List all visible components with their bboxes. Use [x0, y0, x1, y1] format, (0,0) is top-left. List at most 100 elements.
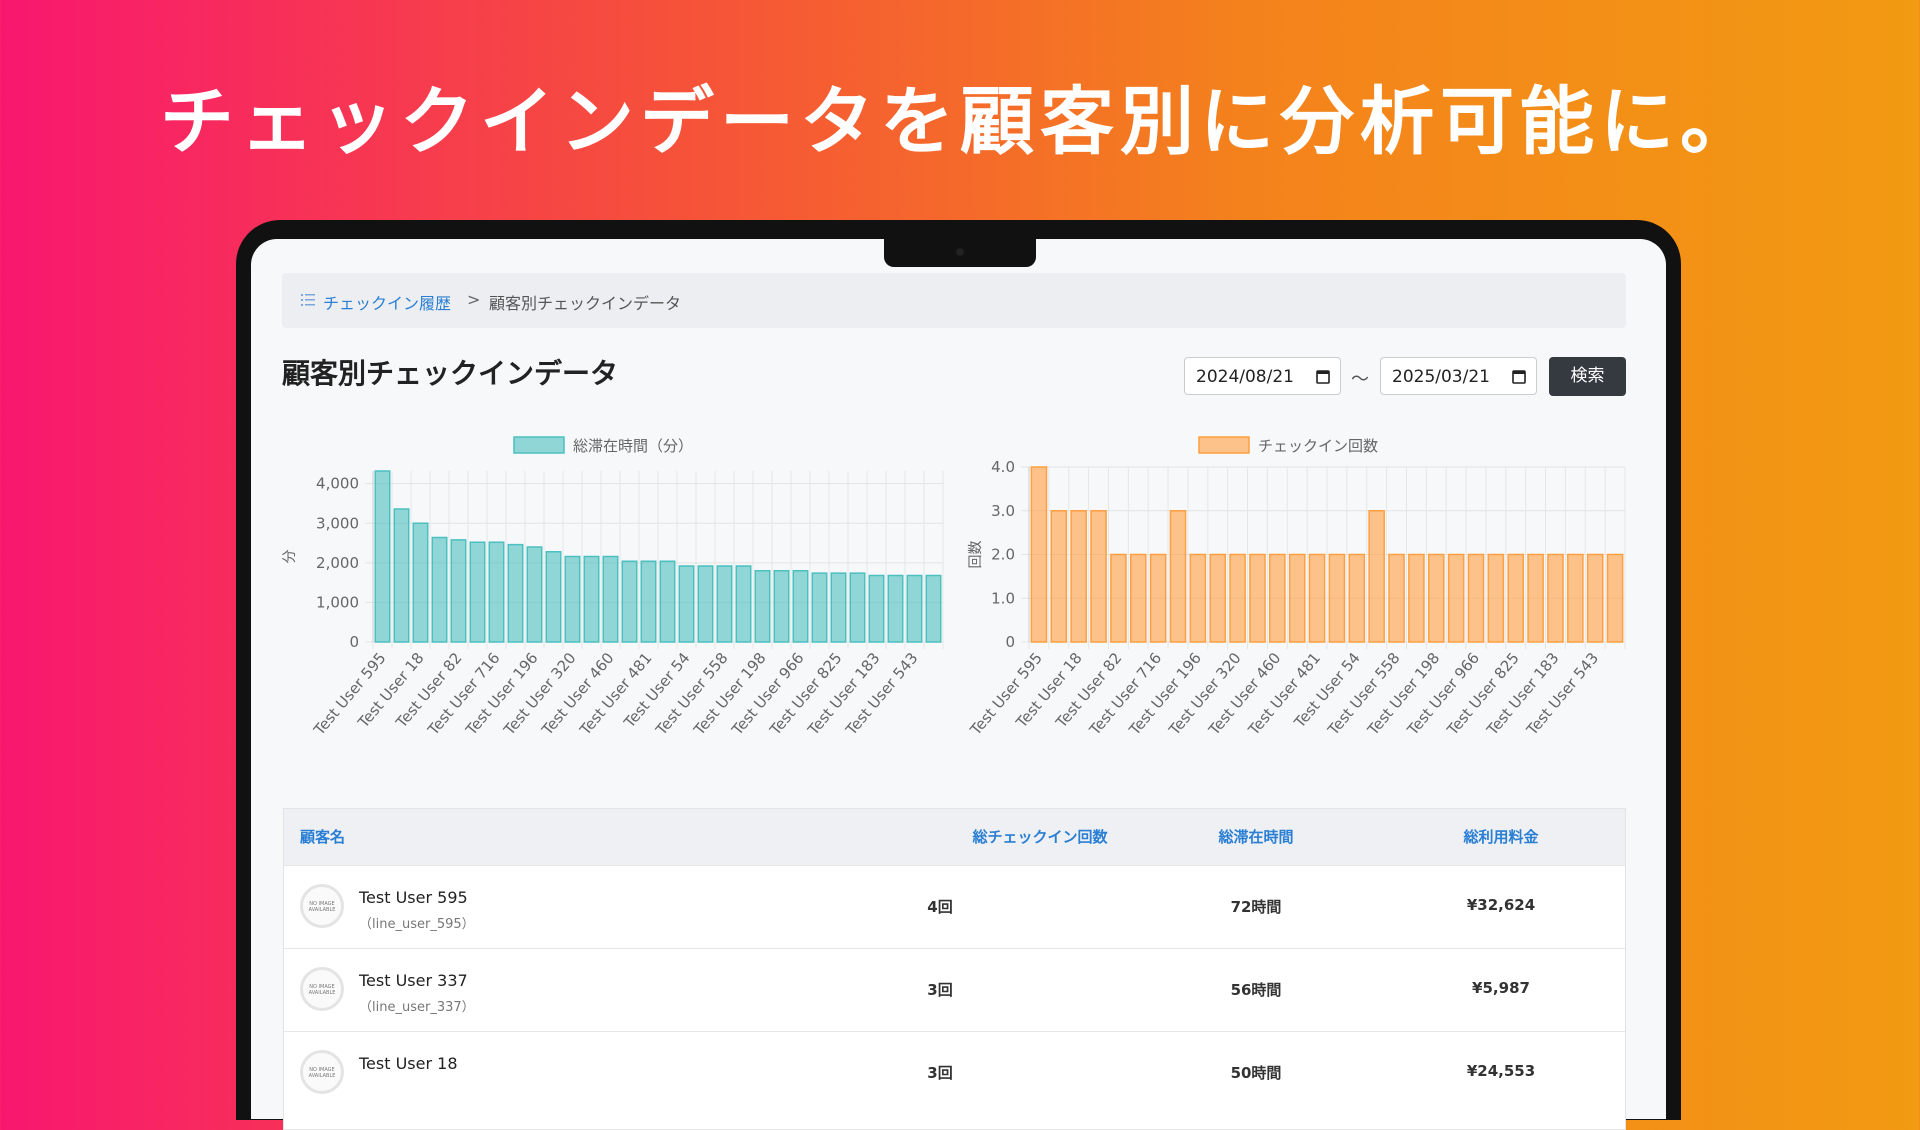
bar	[1328, 553, 1346, 643]
charts: 0 1,000 2,000 3,000 4,000 分 総滞在時間（分） Test User …	[282, 436, 1626, 739]
bar	[868, 574, 885, 643]
bar	[602, 555, 619, 643]
bar	[1408, 553, 1425, 643]
y-tick-label: 4.0	[991, 458, 1015, 476]
customer-name: Test User 18	[359, 1054, 458, 1073]
date-input[interactable]: 2024/08/21	[1184, 357, 1341, 395]
total-fee: ¥24,553	[1466, 1062, 1536, 1080]
avatar: NO IMAGE AVAILABLE	[300, 1050, 344, 1094]
bar	[1229, 553, 1246, 643]
bar	[564, 555, 581, 643]
bar	[1547, 553, 1564, 643]
bar	[1209, 553, 1227, 643]
y-tick-label: 3,000	[316, 514, 359, 532]
headline: チェックインデータを顧客別に分析可能に。	[160, 79, 1760, 165]
bar	[1169, 510, 1187, 643]
y-tick-label: 1,000	[316, 593, 359, 611]
bar	[412, 522, 429, 643]
camera	[956, 248, 964, 256]
header-cell: 総利用料金	[1463, 828, 1539, 846]
header-cell: 総チェックイン回数	[972, 828, 1108, 846]
search-button[interactable]: 検索	[1549, 357, 1626, 396]
y-tick-label: 2,000	[316, 554, 359, 572]
y-tick-label: 0	[1005, 633, 1015, 651]
bar	[659, 560, 676, 643]
bar	[1427, 553, 1445, 643]
table-header: 顧客名 総チェックイン回数 総滞在時間 総利用料金	[284, 809, 1625, 865]
bar	[1030, 466, 1048, 643]
bar	[526, 546, 543, 643]
breadcrumb-separator: >	[467, 290, 481, 309]
stay-time: 72時間	[1230, 898, 1282, 916]
stay-time: 50時間	[1230, 1064, 1282, 1082]
x-tick-label: Test User 543	[1522, 649, 1602, 739]
bar	[1467, 553, 1485, 643]
bar	[792, 570, 809, 643]
bar	[1567, 553, 1584, 643]
customer-table: 顧客名 総チェックイン回数 総滞在時間 総利用料金 NO IMAGE AVAIL…	[283, 808, 1626, 1130]
bar	[1348, 553, 1366, 643]
breadcrumb-link[interactable]: チェックイン履歴	[323, 294, 452, 313]
bar	[1308, 553, 1326, 643]
bar	[1586, 553, 1604, 643]
total-fee: ¥5,987	[1472, 979, 1530, 997]
bar	[621, 560, 638, 643]
customer-id: （line_user_337）	[359, 1000, 475, 1015]
bar	[697, 565, 714, 643]
table-row: NO IMAGE AVAILABLE Test User 337 （line_use…	[284, 948, 1625, 1032]
total-fee: ¥32,624	[1466, 896, 1536, 914]
bar	[507, 543, 524, 643]
bar	[1269, 553, 1286, 643]
bar	[925, 574, 942, 643]
bar	[887, 574, 904, 643]
avatar: NO IMAGE AVAILABLE	[300, 884, 344, 928]
bar	[1129, 553, 1147, 643]
stay-time: 56時間	[1230, 981, 1282, 999]
page-title: 顧客別チェックインデータ	[282, 357, 619, 390]
date-from: 2024/08/21	[1196, 367, 1294, 387]
bar	[678, 565, 695, 643]
table-row: NO IMAGE AVAILABLE Test User 595 （line_use…	[284, 865, 1625, 949]
bar	[1527, 553, 1544, 643]
calendar-icon	[1512, 370, 1526, 384]
checkin-count: 3回	[927, 1064, 953, 1082]
y-tick-label: 3.0	[991, 502, 1015, 520]
bar	[849, 572, 866, 643]
table-row: NO IMAGE AVAILABLE Test User 18 3回 50時間 ¥24,…	[284, 1031, 1625, 1115]
avatar: NO IMAGE AVAILABLE	[300, 967, 344, 1011]
bar	[583, 555, 600, 643]
bar	[1070, 510, 1087, 643]
bar	[469, 541, 486, 643]
y-tick-label: 2.0	[991, 546, 1015, 564]
calendar-icon	[1316, 370, 1330, 384]
bar	[1189, 553, 1207, 643]
y-tick-label: 1.0	[991, 589, 1015, 607]
bar	[1388, 553, 1405, 643]
bar	[374, 470, 391, 643]
bar	[906, 574, 923, 643]
date-to: 2025/03/21	[1392, 367, 1490, 387]
bar	[735, 565, 752, 643]
bar	[716, 565, 733, 643]
bar	[1447, 553, 1465, 643]
bar	[1090, 510, 1107, 643]
tilde: 〜	[1351, 369, 1369, 390]
bar	[450, 539, 467, 643]
bar	[1606, 553, 1624, 643]
legend-swatch	[513, 436, 565, 454]
customer-name: Test User 337	[359, 971, 468, 990]
bar	[1149, 553, 1167, 643]
header-cell: 総滞在時間	[1218, 828, 1294, 846]
bar	[640, 560, 657, 643]
bar	[1507, 553, 1525, 643]
date-input[interactable]: 2025/03/21	[1380, 357, 1537, 395]
customer-name: Test User 595	[359, 888, 468, 907]
list-icon	[301, 294, 315, 306]
header-cell: 顧客名	[300, 828, 346, 846]
legend-swatch	[1198, 436, 1250, 454]
bar	[1110, 553, 1127, 643]
customer-id: （line_user_595）	[359, 917, 475, 932]
legend-label: 総滞在時間（分）	[573, 437, 693, 455]
bar	[754, 570, 771, 643]
